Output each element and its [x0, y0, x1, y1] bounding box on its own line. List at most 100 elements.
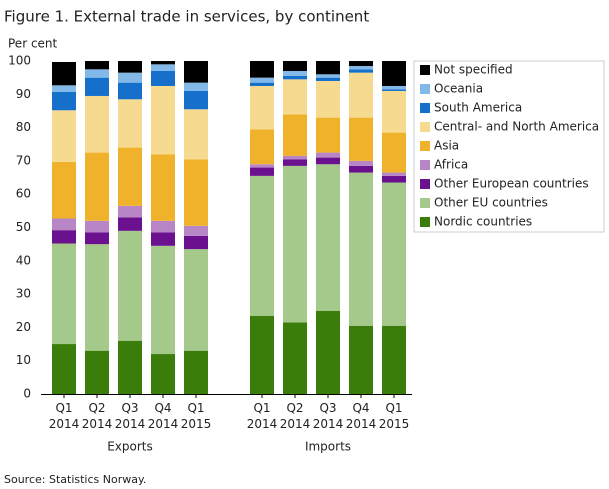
y-tick-label: 90 — [16, 87, 31, 101]
bar-segment — [250, 315, 274, 394]
bar-segment — [184, 90, 208, 110]
bar-segment — [316, 310, 340, 394]
bar-segment — [250, 129, 274, 165]
x-tick-label-line: Q1 — [253, 401, 270, 415]
bar-segment — [283, 155, 307, 160]
bar-segment — [382, 89, 406, 91]
bar-segment — [118, 205, 142, 218]
source: Source: Statistics Norway. — [4, 473, 146, 486]
bar-segment — [184, 249, 208, 351]
bar-segment — [382, 61, 406, 86]
bar-segment — [184, 82, 208, 91]
bar-segment — [52, 91, 76, 111]
x-tick-label-line: 2014 — [49, 417, 80, 431]
bar-segment — [118, 82, 142, 100]
bar-segment — [52, 218, 76, 231]
x-tick-label-line: Q1 — [55, 401, 72, 415]
y-tick-label: 50 — [16, 220, 31, 234]
bar-segment — [382, 175, 406, 183]
bar-segment — [382, 172, 406, 176]
x-tick-label-line: Q3 — [319, 401, 336, 415]
bar-segment — [118, 72, 142, 83]
x-tick-label-line: 2014 — [115, 417, 146, 431]
legend-swatch — [420, 122, 430, 132]
bar-segment — [316, 61, 340, 75]
group-label: Imports — [305, 440, 351, 454]
bar-segment — [151, 70, 175, 86]
bar-segment — [118, 99, 142, 148]
bar-segment — [85, 69, 109, 78]
legend-swatch — [420, 179, 430, 189]
bar-segment — [118, 217, 142, 231]
bar-segment — [316, 117, 340, 153]
legend-label: Asia — [434, 139, 459, 153]
x-tick-label-line: Q2 — [88, 401, 105, 415]
x-tick-label-line: 2014 — [247, 417, 278, 431]
bar-segment — [382, 182, 406, 326]
x-tick-label-line: Q1 — [187, 401, 204, 415]
bar-segment — [118, 230, 142, 341]
legend-label: Oceania — [434, 82, 483, 96]
legend-swatch — [420, 160, 430, 170]
bar-segment — [349, 117, 373, 161]
bar-segment — [283, 70, 307, 76]
bar-segment — [349, 69, 373, 73]
bar-segment — [382, 132, 406, 173]
bar-segment — [349, 160, 373, 166]
bar-segment — [283, 114, 307, 156]
bar-segment — [349, 172, 373, 326]
x-tick-label: Q1 2015 — [181, 401, 212, 431]
bar-segment — [52, 243, 76, 345]
bar-segment — [349, 72, 373, 118]
bar-segment — [52, 110, 76, 162]
bar-segment — [151, 220, 175, 233]
bar-segment — [151, 354, 175, 394]
legend-swatch — [420, 103, 430, 113]
bar-segment — [52, 61, 76, 86]
legend-label: South America — [434, 101, 522, 115]
bar-segment — [250, 164, 274, 168]
legend-label: Not specified — [434, 63, 513, 77]
bar-segment — [184, 109, 208, 160]
x-tick-label: Q2 2014 — [82, 401, 113, 431]
bar-segment — [85, 61, 109, 70]
bar-segment — [52, 85, 76, 92]
bar-segment — [283, 159, 307, 166]
y-tick-label: 40 — [16, 253, 31, 267]
legend-swatch — [420, 141, 430, 151]
group-label: Exports — [107, 440, 153, 454]
y-tick-label: 100 — [8, 54, 31, 68]
x-tick-label-line: 2014 — [346, 417, 377, 431]
y-tick-label: 80 — [16, 120, 31, 134]
y-tick-label: 20 — [16, 320, 31, 334]
x-tick-label: Q3 2014 — [115, 401, 146, 431]
legend-box — [413, 60, 605, 233]
legend-swatch — [420, 217, 430, 227]
bar-segment — [283, 322, 307, 394]
x-tick-label-line: 2014 — [82, 417, 113, 431]
bar-segment — [250, 175, 274, 316]
bar-segment — [52, 344, 76, 394]
x-tick-label: Q4 2014 — [148, 401, 179, 431]
bar-segment — [184, 61, 208, 83]
bar-segment — [349, 325, 373, 394]
legend-label: Other EU countries — [434, 196, 548, 210]
bar-segment — [151, 64, 175, 71]
bar-segment — [184, 350, 208, 394]
chart-title: Figure 1. External trade in services, by… — [4, 8, 369, 26]
bar-segment — [382, 85, 406, 90]
y-axis-label: Per cent — [8, 37, 58, 51]
legend-swatch — [420, 65, 430, 75]
y-tick-label: 70 — [16, 153, 31, 167]
x-tick-label: Q1 2014 — [49, 401, 80, 431]
bar-segment — [250, 167, 274, 176]
x-tick-label-line: Q2 — [286, 401, 303, 415]
bar-segment — [184, 225, 208, 236]
bar-segment — [184, 235, 208, 250]
bar-segment — [151, 61, 175, 65]
bar-segment — [85, 152, 109, 221]
x-tick-label-line: Q4 — [154, 401, 171, 415]
bar-segment — [316, 157, 340, 165]
bar-segment — [283, 79, 307, 115]
